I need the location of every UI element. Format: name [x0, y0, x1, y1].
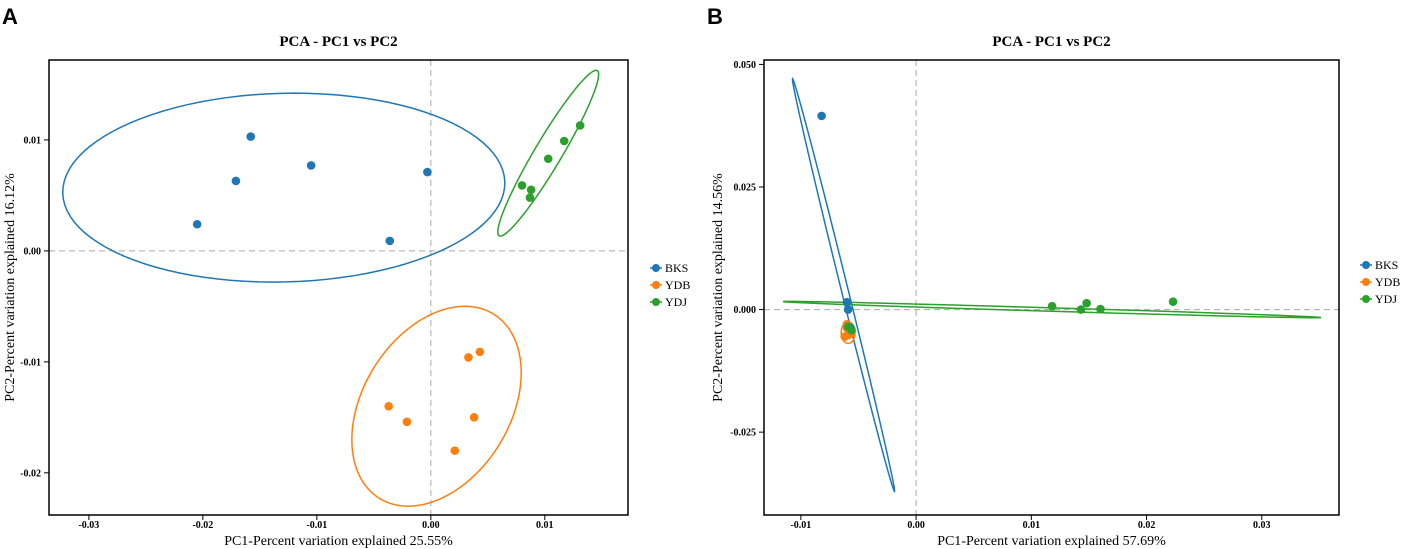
x-axis-label: PC1-Percent variation explained 57.69% — [937, 534, 1166, 549]
point-ydj — [1096, 304, 1105, 314]
point-ydj — [526, 185, 536, 195]
point-ydj — [847, 325, 856, 335]
y-tick-label: 0.000 — [734, 305, 757, 316]
point-bks — [385, 236, 395, 246]
point-ydj — [575, 121, 585, 130]
point-ydb — [469, 413, 479, 422]
chart-panel-b: B PCA - PC1 vs PC2 -0.01 0.00 0.01 0.02 0.03 -0… — [707, 4, 1400, 549]
point-bks — [817, 111, 826, 121]
y-tick-label: -0.02 — [20, 468, 41, 479]
legend-marker-ydj — [652, 298, 660, 306]
panel-letter: A — [2, 4, 18, 29]
plot-frame — [48, 59, 629, 516]
y-tick-label: 0.00 — [24, 246, 42, 257]
x-tick-label: 0.02 — [1138, 520, 1156, 531]
y-axis-label: PC2-Percent variation explained 16.12% — [3, 173, 18, 402]
point-ydj — [559, 136, 569, 146]
x-tick-label: -0.01 — [790, 520, 811, 531]
point-bks — [231, 176, 241, 186]
point-ydb — [475, 347, 485, 357]
x-tick-label: -0.01 — [306, 520, 327, 531]
point-bks — [842, 297, 852, 307]
point-ydb — [450, 446, 460, 455]
point-ydj — [1047, 301, 1057, 311]
x-tick-label: -0.03 — [78, 520, 99, 531]
point-bks — [423, 167, 432, 177]
legend-marker-ydj — [1362, 295, 1370, 303]
ellipse-ydj — [782, 300, 1322, 319]
point-ydj — [525, 193, 535, 202]
point-ydb — [402, 417, 412, 427]
x-tick-label: 0.03 — [1253, 520, 1271, 531]
point-bks — [246, 132, 256, 141]
x-tick-label: 0.01 — [536, 520, 554, 531]
x-tick-label: 0.00 — [907, 520, 925, 531]
chart-title: PCA - PC1 vs PC2 — [279, 34, 397, 50]
point-ydj — [1082, 298, 1091, 308]
legend-label-bks: BKS — [1375, 258, 1398, 272]
y-tick-label: -0.01 — [20, 357, 41, 368]
legend-marker-bks — [652, 264, 660, 272]
x-axis-label: PC1-Percent variation explained 25.55% — [224, 534, 453, 549]
x-tick-label: -0.02 — [192, 520, 213, 531]
point-ydj — [1076, 305, 1086, 314]
y-tick-label: 0.01 — [24, 135, 42, 146]
legend-marker-bks — [1362, 261, 1370, 269]
y-axis-label: PC2-Percent variation explained 14.56% — [711, 173, 726, 402]
chart-panel-a: A PCA - PC1 vs PC2 -0.03 -0.02 -0.01 0.00 0.01… — [2, 4, 690, 549]
legend-label-bks: BKS — [665, 261, 688, 275]
panel-letter: B — [707, 4, 723, 29]
point-ydj — [543, 154, 553, 164]
ellipse-bks — [791, 77, 896, 493]
point-bks — [306, 161, 316, 170]
legend-marker-ydb — [652, 281, 660, 289]
ellipse-bks — [61, 92, 506, 283]
point-ydj — [517, 181, 527, 190]
y-tick-label: -0.025 — [730, 428, 756, 439]
x-tick-label: 0.01 — [1023, 520, 1041, 531]
ellipse-ydj — [497, 69, 600, 237]
point-bks — [192, 219, 202, 229]
legend-marker-ydb — [1362, 278, 1370, 286]
legend-label-ydb: YDB — [665, 278, 690, 292]
point-ydb — [464, 353, 473, 362]
chart-title: PCA - PC1 vs PC2 — [992, 34, 1110, 50]
ellipse-ydb — [351, 305, 522, 507]
point-ydb — [384, 401, 393, 411]
ellipse-ydb — [840, 321, 856, 345]
legend-label-ydj: YDJ — [665, 295, 687, 309]
y-tick-label: 0.025 — [734, 182, 757, 193]
point-ydj — [1168, 297, 1178, 307]
point-bks — [843, 305, 853, 314]
legend-label-ydb: YDB — [1375, 275, 1400, 289]
legend-label-ydj: YDJ — [1375, 292, 1397, 306]
plot-frame — [763, 59, 1340, 516]
x-tick-label: 0.00 — [422, 520, 440, 531]
y-tick-label: 0.050 — [734, 60, 757, 71]
